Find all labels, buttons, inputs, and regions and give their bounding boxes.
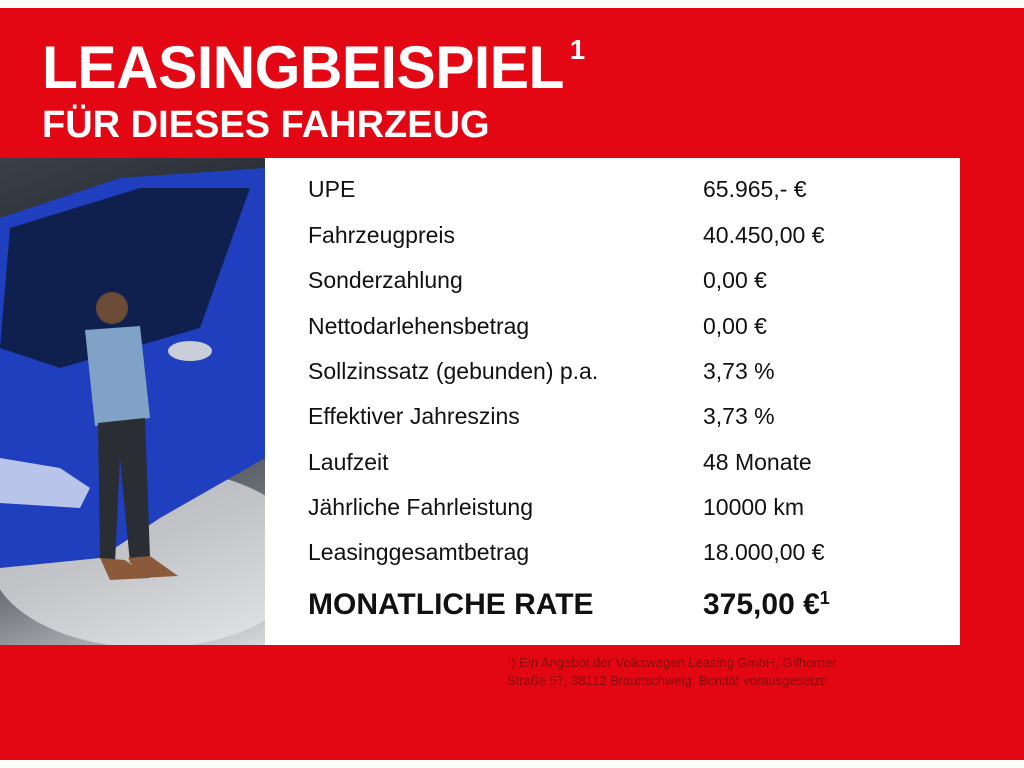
row-label: Jährliche Fahrleistung — [308, 494, 534, 520]
table-row: Leasinggesamtbetrag 18.000,00 € — [308, 539, 928, 569]
footnote-line: Straße 57, 38112 Braunschweig. Bonität v… — [507, 673, 828, 688]
row-label: Leasinggesamtbetrag — [308, 539, 530, 565]
row-label: UPE — [308, 176, 356, 202]
headline-text: LEASINGBEISPIEL — [42, 34, 564, 101]
footnote-line: ¹) Ein Angebot der Volkswagen Leasing Gm… — [507, 655, 837, 670]
row-value: 65.965,- € — [703, 176, 807, 202]
footnote-marker: 1 — [819, 588, 830, 608]
table-row: Fahrzeugpreis 40.450,00 € — [308, 222, 928, 252]
car-photo — [0, 158, 265, 645]
headline-footnote-marker: 1 — [569, 34, 585, 65]
table-row: Sonderzahlung 0,00 € — [308, 267, 928, 297]
row-value: 10000 km — [703, 494, 805, 520]
table-row: Nettodarlehensbetrag 0,00 € — [308, 313, 928, 343]
row-value: 0,00 € — [703, 267, 767, 293]
monthly-rate-value: 375,00 €1 — [703, 588, 830, 622]
monthly-rate-row: MONATLICHE RATE 375,00 €1 — [308, 588, 928, 621]
footnote: ¹) Ein Angebot der Volkswagen Leasing Gm… — [507, 654, 947, 690]
car-with-man-illustration — [0, 168, 265, 645]
row-value: 48 Monate — [703, 449, 812, 475]
monthly-rate-label: MONATLICHE RATE — [308, 588, 594, 621]
row-value: 3,73 % — [703, 358, 775, 384]
subheadline: FÜR DIESES FAHRZEUG — [42, 104, 490, 146]
row-value: 40.450,00 € — [703, 222, 825, 248]
row-label: Sollzinssatz (gebunden) p.a. — [308, 358, 599, 384]
row-label: Laufzeit — [308, 449, 389, 475]
row-label: Effektiver Jahreszins — [308, 403, 520, 429]
leasing-table: UPE 65.965,- € Fahrzeugpreis 40.450,00 € S… — [265, 158, 960, 645]
monthly-rate-amount: 375,00 € — [703, 588, 820, 621]
table-row: Effektiver Jahreszins 3,73 % — [308, 403, 928, 433]
headline: LEASINGBEISPIEL 1 — [42, 36, 585, 98]
table-row: Sollzinssatz (gebunden) p.a. 3,73 % — [308, 358, 928, 388]
row-value: 18.000,00 € — [703, 539, 825, 565]
table-row: Jährliche Fahrleistung 10000 km — [308, 494, 928, 524]
row-label: Sonderzahlung — [308, 267, 463, 293]
row-label: Nettodarlehensbetrag — [308, 313, 530, 339]
row-value: 0,00 € — [703, 313, 767, 339]
row-value: 3,73 % — [703, 403, 775, 429]
row-label: Fahrzeugpreis — [308, 222, 456, 248]
table-row: Laufzeit 48 Monate — [308, 449, 928, 479]
table-row: UPE 65.965,- € — [308, 176, 928, 206]
